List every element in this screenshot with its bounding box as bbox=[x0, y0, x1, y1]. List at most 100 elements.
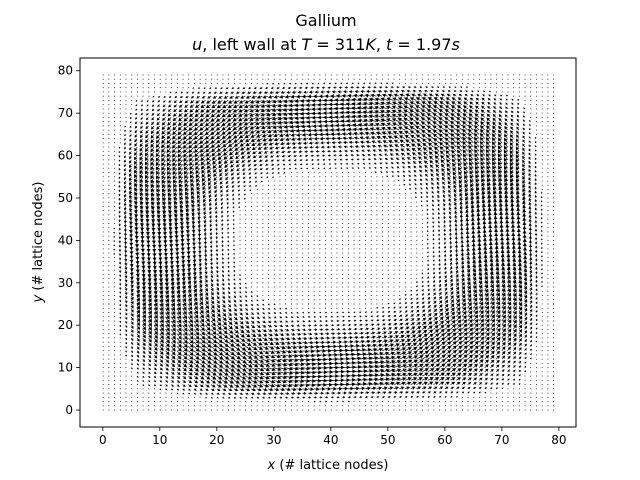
quiver-arrow bbox=[370, 364, 379, 369]
quiver-arrow bbox=[473, 372, 478, 377]
quiver-arrow bbox=[393, 347, 401, 352]
quiver-arrow bbox=[176, 363, 182, 368]
quiver-arrow bbox=[393, 395, 397, 399]
quiver-arrow bbox=[176, 354, 182, 360]
quiver-arrow bbox=[193, 375, 199, 380]
quiver-arrow bbox=[285, 332, 290, 336]
quiver-arrow bbox=[518, 365, 522, 368]
quiver-arrow bbox=[130, 341, 134, 346]
quiver-arrow bbox=[199, 333, 206, 340]
quiver-arrow bbox=[376, 335, 382, 339]
quiver-arrow bbox=[427, 359, 435, 364]
quiver-arrow bbox=[410, 330, 416, 334]
quiver-arrow bbox=[188, 371, 193, 376]
quiver-arrow bbox=[529, 344, 532, 347]
quiver-arrow bbox=[330, 332, 336, 336]
quiver-arrow bbox=[232, 227, 235, 230]
quiver-arrow bbox=[243, 185, 246, 188]
quiver-arrow bbox=[359, 348, 367, 353]
quiver-arrow bbox=[268, 358, 276, 363]
quiver-arrow bbox=[228, 337, 235, 343]
quiver-arrow bbox=[136, 329, 140, 335]
quiver-arrow bbox=[456, 354, 463, 360]
quiver-arrow bbox=[336, 311, 339, 314]
quiver-arrow bbox=[148, 354, 152, 359]
quiver-arrow bbox=[313, 382, 322, 387]
quiver-arrow bbox=[529, 339, 532, 343]
quiver-arrow bbox=[334, 163, 337, 166]
quiver-arrow bbox=[404, 338, 411, 343]
subtitle-separator: , bbox=[376, 35, 386, 54]
quiver-arrow bbox=[233, 240, 235, 243]
quiver-arrow bbox=[227, 240, 230, 243]
quiver-arrow bbox=[148, 371, 151, 375]
quiver-arrow bbox=[313, 311, 316, 314]
quiver-arrow bbox=[136, 363, 139, 366]
quiver-arrow bbox=[313, 349, 321, 353]
quiver-arrow bbox=[290, 336, 296, 341]
quiver-arrow bbox=[290, 349, 298, 354]
quiver-arrow bbox=[490, 377, 494, 381]
quiver-arrow bbox=[216, 346, 224, 352]
quiver-arrow bbox=[484, 327, 490, 334]
quiver-arrow bbox=[438, 328, 445, 334]
quiver-arrow bbox=[250, 358, 259, 363]
quiver-arrow bbox=[268, 354, 276, 359]
quiver-arrow bbox=[153, 337, 158, 343]
quiver-arrow bbox=[273, 396, 277, 399]
quiver-arrow bbox=[205, 380, 211, 384]
quiver-arrow bbox=[210, 337, 218, 344]
quiver-arrow bbox=[490, 364, 495, 368]
quiver-arrow bbox=[495, 359, 500, 364]
quiver-arrow bbox=[416, 396, 419, 399]
quiver-arrow bbox=[285, 354, 293, 358]
quiver-arrow bbox=[249, 184, 252, 188]
quiver-arrow bbox=[432, 242, 435, 245]
quiver-arrow bbox=[170, 384, 174, 387]
quiver-arrow bbox=[279, 358, 288, 363]
quiver-arrow bbox=[387, 395, 391, 399]
quiver-arrow bbox=[359, 382, 367, 386]
quiver-arrow bbox=[381, 307, 385, 309]
quiver-arrow bbox=[376, 368, 385, 373]
quiver-arrow bbox=[130, 346, 134, 350]
quiver-arrow bbox=[205, 358, 212, 364]
quiver-arrow bbox=[540, 229, 543, 232]
quiver-arrow bbox=[393, 351, 401, 356]
subtitle-symbol-u: u bbox=[192, 35, 202, 54]
quiver-arrow bbox=[438, 354, 446, 360]
quiver-arrow bbox=[268, 350, 275, 354]
quiver-arrow bbox=[308, 391, 313, 395]
quiver-arrow bbox=[342, 391, 347, 395]
quiver-arrow bbox=[513, 360, 516, 364]
quiver-arrow bbox=[113, 231, 116, 234]
quiver-arrow bbox=[444, 363, 452, 368]
quiver-arrow bbox=[334, 167, 337, 170]
quiver-arrow bbox=[290, 366, 299, 371]
quiver-arrow bbox=[245, 367, 253, 372]
quiver-arrow bbox=[399, 372, 407, 377]
quiver-arrow bbox=[319, 391, 324, 395]
quiver-arrow bbox=[399, 347, 407, 351]
quiver-arrow bbox=[336, 378, 345, 383]
quiver-arrow bbox=[467, 359, 473, 364]
quiver-arrow bbox=[513, 342, 517, 347]
quiver-arrow bbox=[199, 358, 206, 364]
quiver-arrow bbox=[325, 336, 331, 340]
quiver-arrow bbox=[490, 368, 494, 373]
quiver-arrow bbox=[233, 384, 240, 388]
quiver-arrow bbox=[153, 371, 157, 375]
quiver-arrow bbox=[382, 335, 388, 339]
quiver-arrow bbox=[148, 329, 152, 335]
quiver-arrow bbox=[296, 370, 305, 375]
quiver-arrow bbox=[513, 346, 517, 351]
quiver-arrow bbox=[421, 338, 429, 343]
quiver-arrow bbox=[307, 340, 314, 345]
quiver-arrow bbox=[279, 362, 288, 367]
quiver-arrow bbox=[273, 371, 282, 376]
quiver-arrow bbox=[364, 339, 371, 344]
quiver-arrow bbox=[233, 341, 241, 347]
quiver-arrow bbox=[113, 253, 116, 256]
quiver-arrow bbox=[130, 337, 134, 341]
quiver-arrow bbox=[199, 346, 206, 352]
